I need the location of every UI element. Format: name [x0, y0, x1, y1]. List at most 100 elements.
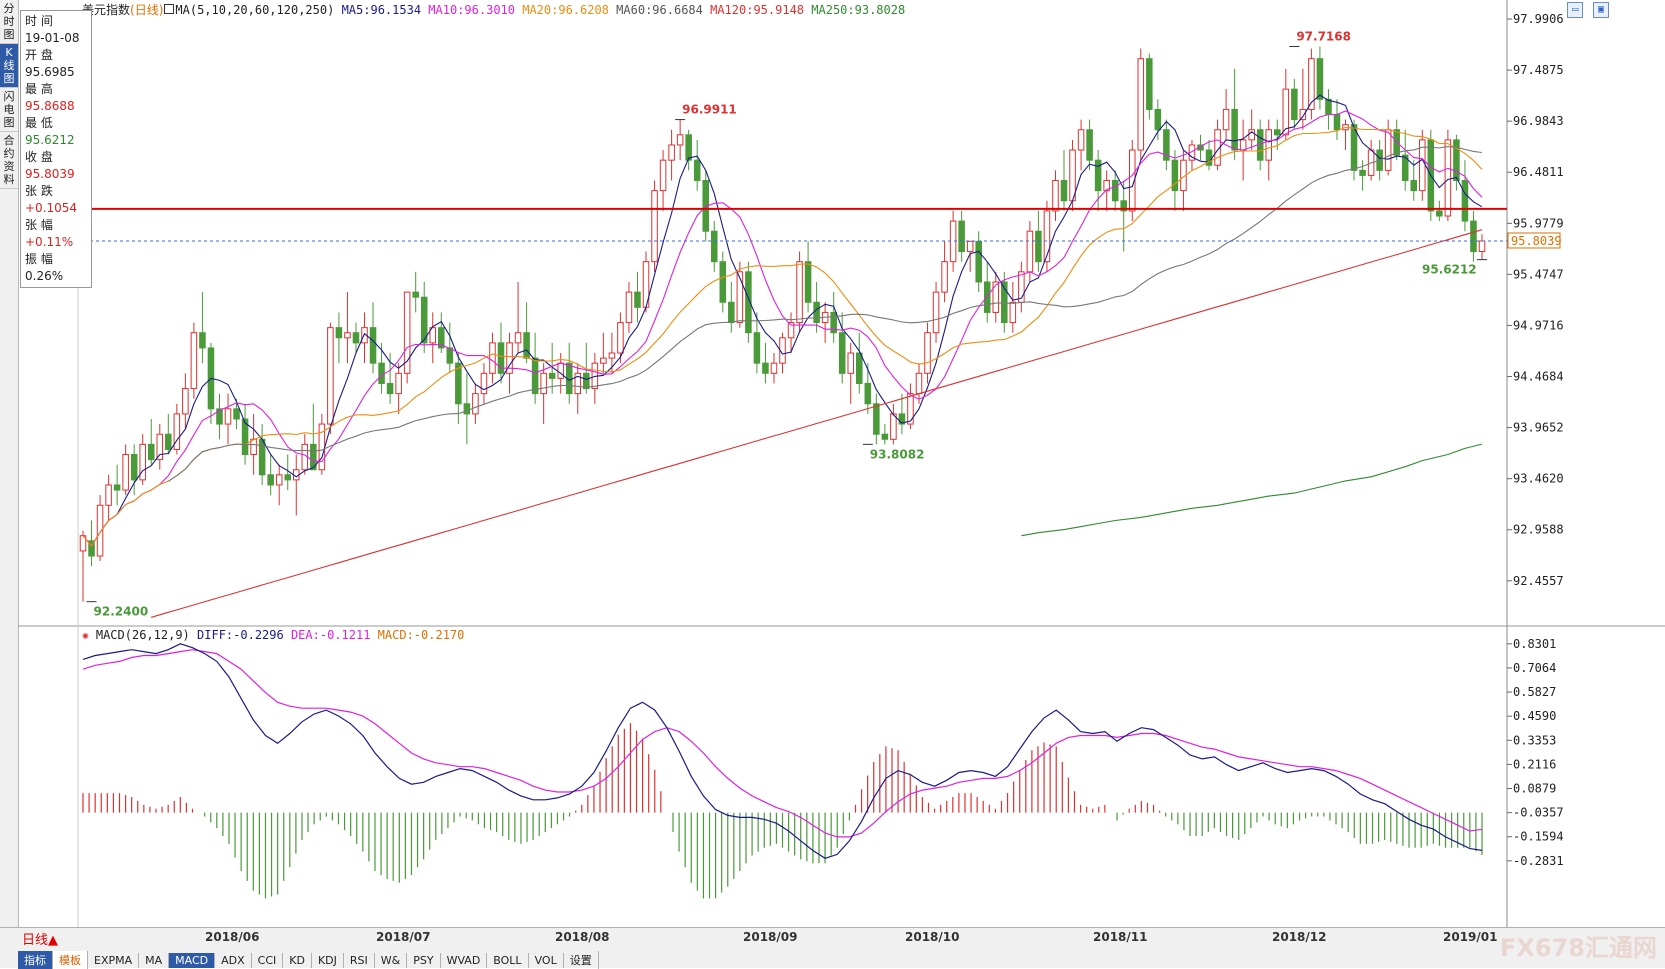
kline-chart[interactable]: 95.8039 92.2400 96.9911 93.8082 97.7168 95.62… — [0, 0, 1665, 927]
zoom-in-icon[interactable]: ▣ — [1593, 2, 1609, 18]
tab-templates[interactable]: 模板 — [53, 951, 88, 969]
candle-body — [199, 332, 206, 349]
amp-label: 振 幅 — [25, 252, 53, 266]
extreme-label: 96.9911 — [682, 103, 737, 117]
tab-vol[interactable]: VOL — [529, 953, 564, 968]
tab-boll[interactable]: BOLL — [487, 953, 529, 968]
ma5-line — [82, 94, 1483, 547]
candle-body — [403, 291, 411, 374]
candle-body — [830, 311, 837, 334]
candle-body — [275, 474, 283, 486]
macd-value: MACD:-0.2170 — [377, 628, 465, 642]
candle-body — [856, 352, 863, 384]
ma120-line — [151, 229, 1483, 618]
candle-body — [105, 484, 112, 506]
candle-body — [1401, 154, 1409, 181]
tab-indicators[interactable]: 指标 — [18, 951, 53, 969]
candle-body — [1111, 179, 1119, 202]
settings-icon[interactable]: ✺ — [82, 629, 89, 642]
candle-body — [617, 322, 624, 354]
candle-body — [1137, 58, 1145, 151]
y-tick-label: 97.4875 — [1513, 63, 1564, 77]
tab-cci[interactable]: CCI — [252, 953, 284, 968]
candle-body — [600, 357, 607, 364]
tab-timeshare[interactable]: 分时图 — [0, 0, 18, 44]
candle-body — [352, 332, 360, 344]
candle-body — [693, 159, 701, 181]
tab-expma[interactable]: EXPMA — [88, 953, 140, 968]
watermark-logo: FX678汇通网 — [1500, 934, 1657, 962]
candle-body — [1265, 129, 1273, 161]
y-tick-label: 93.4620 — [1513, 472, 1564, 486]
tab-adx[interactable]: ADX — [215, 953, 252, 968]
candle-body — [130, 454, 138, 481]
tab-macd[interactable]: MACD — [169, 953, 216, 968]
candle-body — [463, 403, 471, 415]
macd-y-tick-label: 0.4590 — [1513, 709, 1556, 723]
candle-body — [1146, 58, 1153, 110]
candle-body — [1359, 169, 1366, 176]
candle-body — [762, 362, 769, 374]
candle-body — [992, 281, 1000, 313]
time-label: 时 间 — [25, 14, 53, 28]
candle-body — [1086, 129, 1093, 161]
candle-body — [651, 190, 658, 263]
candle-body — [1273, 129, 1281, 136]
candle-body — [719, 261, 727, 303]
candle-body — [753, 332, 761, 364]
candle-body — [1470, 220, 1477, 253]
period-button[interactable]: 日线▲ — [22, 933, 58, 948]
ma-legend: 美元指数(日线) MA(5,10,20,60,120,250) MA5:96.15… — [82, 1, 905, 18]
tab-flash[interactable]: 闪电图 — [0, 88, 18, 132]
candle-body — [1316, 58, 1324, 100]
candle-body — [395, 372, 402, 395]
tab-contract-info[interactable]: 合约资料 — [0, 132, 18, 189]
y-tick-label: 94.4684 — [1513, 370, 1564, 384]
tab-kdj[interactable]: KDJ — [312, 953, 344, 968]
diff-value: DIFF:-0.2296 — [197, 628, 284, 642]
candle-body — [915, 372, 923, 395]
tab-wvad[interactable]: WVAD — [441, 953, 488, 968]
window-buttons: ▭ ▣ — [1564, 2, 1609, 18]
y-tick-label: 94.9716 — [1513, 318, 1564, 332]
ma20-value: MA20:96.6208 — [522, 3, 609, 17]
candle-body — [736, 271, 744, 324]
extreme-label: 93.8082 — [870, 447, 925, 461]
macd-y-tick-label: 0.2116 — [1513, 757, 1556, 771]
quote-info-panel: 时 间 19-01-08 开 盘 95.6985 最 高 95.8688 最 低… — [20, 10, 92, 288]
candle-body — [455, 362, 462, 405]
tab-wr[interactable]: W& — [375, 953, 408, 968]
tab-rsi[interactable]: RSI — [344, 953, 375, 968]
tab-kline[interactable]: K线图 — [0, 44, 18, 88]
tab-psy[interactable]: PSY — [407, 953, 441, 968]
candle-body — [1222, 108, 1230, 131]
ma-toggle-icon[interactable] — [164, 4, 175, 14]
candle-body — [838, 332, 846, 374]
candle-body — [787, 322, 795, 339]
extreme-label: 95.6212 — [1422, 263, 1477, 277]
extreme-label: 92.2400 — [94, 605, 149, 619]
tab-settings[interactable]: 设置 — [564, 951, 599, 969]
amp-value: 0.26% — [25, 269, 64, 283]
candle-body — [583, 372, 590, 390]
chart-title: 美元指数 — [82, 3, 131, 17]
y-tick-label: 97.9906 — [1513, 12, 1564, 26]
candle-body — [224, 408, 232, 425]
low-label: 最 低 — [25, 116, 53, 130]
candle-body — [1299, 108, 1307, 121]
chart-type-tabs: 分时图 K线图 闪电图 合约资料 — [0, 0, 19, 930]
tab-ma[interactable]: MA — [139, 953, 170, 968]
tab-kd[interactable]: KD — [283, 953, 312, 968]
candle-body — [497, 342, 505, 374]
y-tick-label: 96.4811 — [1513, 165, 1564, 179]
candle-body — [975, 240, 982, 283]
candle-body — [966, 240, 974, 253]
y-tick-label: 92.4557 — [1513, 574, 1564, 588]
macd-y-tick-label: -0.2831 — [1513, 854, 1564, 868]
candle-body — [480, 372, 488, 395]
candle-body — [335, 327, 343, 339]
y-tick-label: 95.4747 — [1513, 267, 1564, 281]
zoom-out-icon[interactable]: ▭ — [1567, 2, 1584, 18]
candle-body — [386, 382, 394, 395]
candle-body — [634, 291, 641, 308]
